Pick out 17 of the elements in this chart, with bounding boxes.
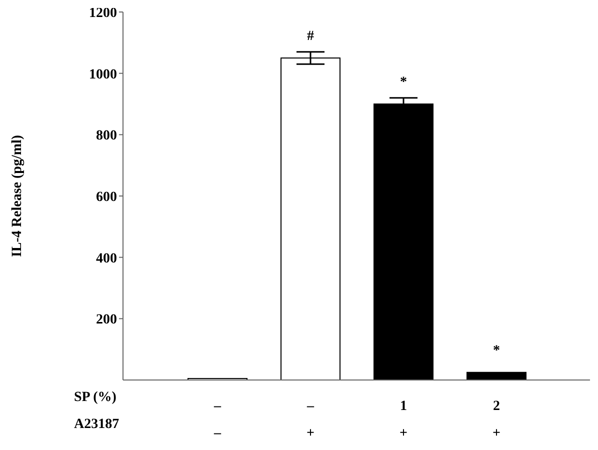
annotation: * — [400, 75, 407, 90]
x-tick-label: 1 + — [400, 399, 408, 441]
y-axis-title: IL-4 Release (pg/ml) — [10, 134, 25, 258]
y-tick-label: 200 — [96, 312, 117, 328]
y-tick-label: 1000 — [89, 67, 117, 82]
y-tick-label: 800 — [96, 128, 117, 144]
y-tick-label: 400 — [96, 251, 117, 266]
x-tick-label: – + — [306, 399, 315, 441]
y-tick-label: 1200 — [89, 6, 117, 21]
text: A23187 — [74, 417, 120, 433]
annotation: * — [493, 343, 500, 358]
annotation: # — [307, 29, 314, 44]
y-tick-label: 600 — [96, 190, 117, 205]
bar — [466, 372, 526, 380]
x-tick-label: – – — [213, 399, 222, 441]
text: SP (%) — [74, 390, 116, 406]
x-tick-label: 2 + — [492, 399, 501, 441]
